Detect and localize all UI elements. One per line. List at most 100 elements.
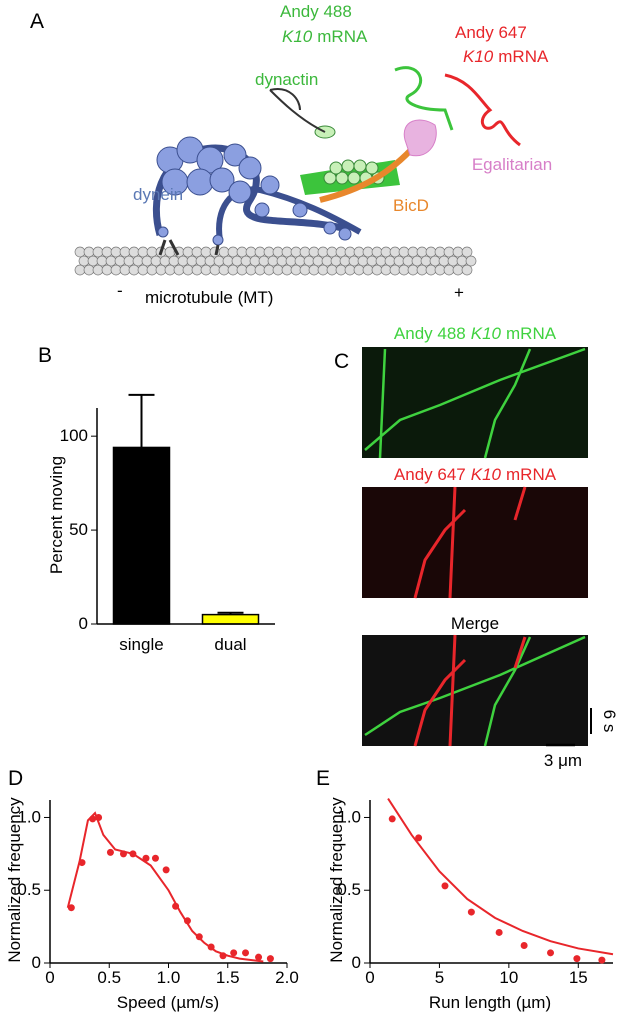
data-point <box>67 904 75 912</box>
x-tick-label: 0 <box>45 968 54 987</box>
tubulin <box>191 246 203 258</box>
label: dynein <box>133 185 183 204</box>
tubulin <box>393 255 405 267</box>
tubulin <box>182 264 194 276</box>
tubulin <box>173 264 185 276</box>
data-point <box>106 848 114 856</box>
tubulin <box>110 246 122 258</box>
label: mRNA <box>317 27 368 46</box>
fit-line <box>66 811 264 963</box>
tubulin <box>326 246 338 258</box>
tubulin <box>146 264 158 276</box>
x-tick-label: 0 <box>365 968 374 987</box>
x-tick-label: 5 <box>435 968 444 987</box>
tubulin <box>218 246 230 258</box>
x-axis-label: Speed (µm/s) <box>117 993 219 1012</box>
tubulin <box>119 264 131 276</box>
data-point <box>142 854 150 862</box>
scale-label: 3 μm <box>544 751 582 770</box>
tubulin <box>312 255 324 267</box>
tubulin <box>254 264 266 276</box>
label: Andy 488 <box>280 2 352 21</box>
tubulin <box>128 264 140 276</box>
tubulin <box>267 255 279 267</box>
tubulin <box>281 246 293 258</box>
fit-line <box>387 798 614 956</box>
y-tick-label: 100 <box>60 426 88 445</box>
tubulin <box>308 246 320 258</box>
dynein-stalk <box>216 186 362 241</box>
tubulin <box>74 264 86 276</box>
tubulin <box>191 264 203 276</box>
data-point <box>495 928 503 936</box>
data-point <box>520 942 528 950</box>
panel-label: E <box>316 767 330 790</box>
tubulin <box>375 255 387 267</box>
tubulin <box>366 255 378 267</box>
panel-label: B <box>38 344 52 367</box>
tubulin <box>290 246 302 258</box>
tubulin <box>299 246 311 258</box>
label: microtubule (MT) <box>145 288 273 307</box>
data-point <box>151 854 159 862</box>
tubulin <box>425 246 437 258</box>
bar <box>112 446 171 625</box>
data-point <box>266 955 274 963</box>
label: K10 <box>471 465 502 484</box>
x-axis-label: Run length (µm) <box>429 993 551 1012</box>
dynein-stalk <box>158 239 220 256</box>
label: - <box>117 281 123 300</box>
tubulin <box>438 255 450 267</box>
tubulin <box>339 255 351 267</box>
tubulin <box>407 246 419 258</box>
panel-labels: A B C D E <box>8 10 349 790</box>
tubulin <box>245 264 257 276</box>
x-tick-label: 0.5 <box>97 968 121 987</box>
tubulin <box>155 264 167 276</box>
tubulin <box>384 255 396 267</box>
label: Andy 488 K10 mRNA <box>280 2 368 46</box>
tubulin <box>92 246 104 258</box>
tubulin <box>348 255 360 267</box>
tubulin <box>236 246 248 258</box>
tubulin <box>101 246 113 258</box>
data-point <box>467 908 475 916</box>
data-point <box>162 866 170 874</box>
tubulin <box>231 255 243 267</box>
tubulin <box>326 264 338 276</box>
scale-label: 6 s <box>600 710 617 733</box>
tubulin <box>303 255 315 267</box>
y-axis-label: Normalized frequency <box>5 797 24 963</box>
label: Andy 647 K10 mRNA <box>455 23 549 66</box>
data-point <box>172 902 180 910</box>
y-tick-label: 0 <box>352 953 361 972</box>
data-point <box>183 917 191 925</box>
diagram: Andy 488 K10 mRNA Andy 647 K10 mRNA dynactin… <box>74 2 552 307</box>
tubulin <box>101 264 113 276</box>
tubulin <box>447 255 459 267</box>
tubulin <box>123 255 135 267</box>
data-point <box>230 949 238 957</box>
kymograph-track <box>364 347 586 459</box>
tubulin <box>420 255 432 267</box>
data-point <box>441 882 449 890</box>
tubulin <box>240 255 252 267</box>
microtubule-shape <box>74 246 477 276</box>
tubulin <box>141 255 153 267</box>
tubulin <box>78 255 90 267</box>
label: + <box>454 283 464 302</box>
tubulin <box>137 246 149 258</box>
tubulin <box>362 264 374 276</box>
tubulin <box>276 255 288 267</box>
data-point <box>242 949 250 957</box>
y-axis-label: Percent moving <box>47 456 66 574</box>
tubulin <box>402 255 414 267</box>
y-tick-label: 1.0 <box>337 807 361 826</box>
tubulin <box>317 246 329 258</box>
dynactin-arm <box>269 88 326 133</box>
label: K10 <box>282 27 313 46</box>
data-point <box>415 834 423 842</box>
tubulin <box>434 246 446 258</box>
